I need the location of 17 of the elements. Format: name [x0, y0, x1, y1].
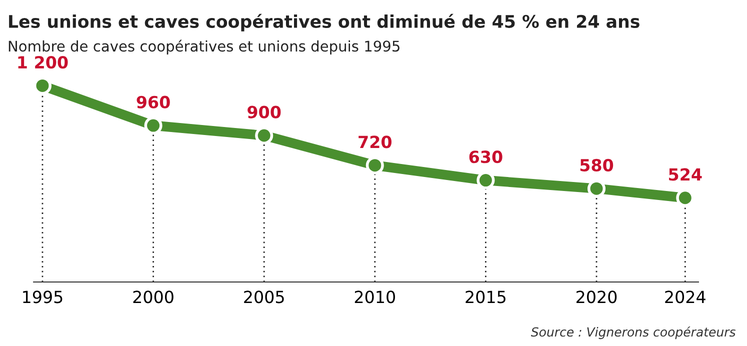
x-tick-label: 2015: [466, 290, 506, 304]
chart-subtitle: Nombre de caves coopératives et unions depuis 1995: [8, 40, 400, 54]
chart-title: Les unions et caves coopératives ont diminué de 45 % en 24 ans: [9, 14, 640, 32]
x-tick-label: 2000: [133, 290, 174, 304]
x-tick-label: 2005: [244, 290, 284, 304]
x-tick-label: 1995: [23, 290, 62, 304]
data-label: 524: [669, 168, 702, 181]
x-tick-label: 2024: [665, 290, 706, 304]
data-label: 900: [248, 106, 281, 118]
data-label: 1 200: [18, 56, 68, 69]
x-tick-label: 2010: [354, 290, 395, 304]
data-label: 960: [136, 96, 170, 108]
data-label: 580: [580, 158, 614, 172]
source-note: Source : Vignerons coopérateurs: [530, 326, 736, 340]
x-tick-label: 2020: [576, 290, 617, 304]
data-label: 630: [469, 150, 502, 164]
data-label: 720: [358, 136, 392, 148]
